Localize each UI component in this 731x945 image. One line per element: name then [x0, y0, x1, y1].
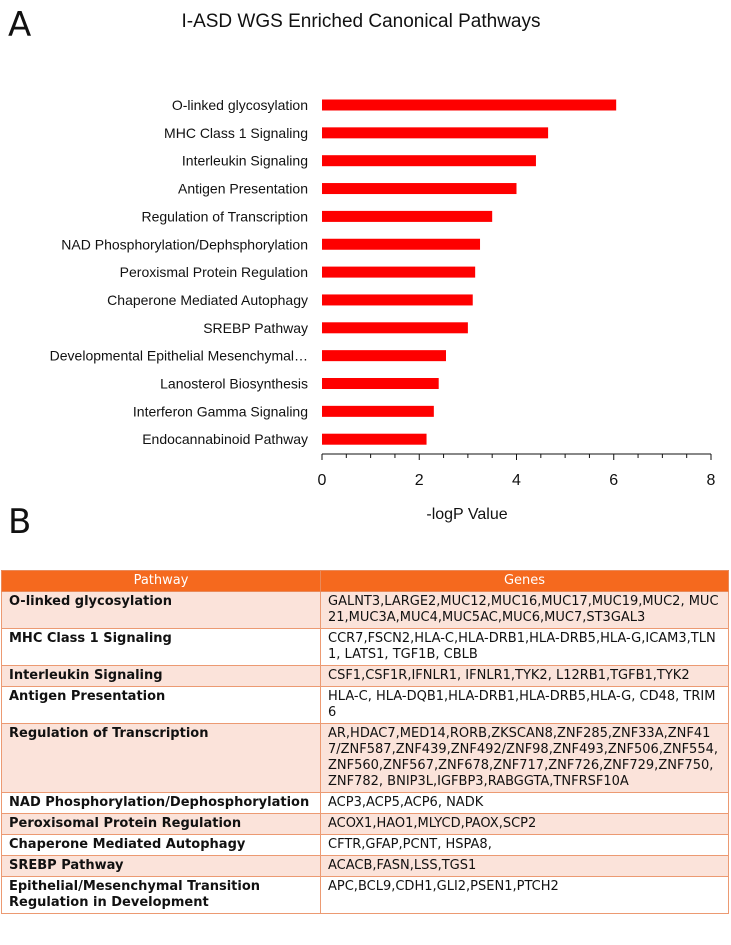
table-row: Interleukin Signaling CSF1,CSF1R,IFNLR1, … — [1, 665, 729, 687]
bar — [322, 238, 481, 250]
category-label: Regulation of Transcription — [141, 208, 308, 224]
header-pathway: Pathway — [1, 570, 321, 592]
genes-cell: AR,HDAC7,MED14,RORB,ZKSCAN8,ZNF285,ZNF33… — [320, 723, 729, 793]
genes-cell: ACACB,FASN,LSS,TGS1 — [320, 855, 729, 877]
bars — [322, 99, 617, 445]
category-label: Interleukin Signaling — [182, 153, 308, 169]
category-label: Interferon Gamma Signaling — [133, 403, 308, 419]
panel-label-b: B — [8, 502, 32, 542]
category-label: SREBP Pathway — [203, 320, 308, 336]
category-label: Lanosterol Biosynthesis — [160, 376, 308, 392]
genes-cell: CFTR,GFAP,PCNT, HSPA8, — [320, 834, 729, 856]
pathway-cell: Chaperone Mediated Autophagy — [1, 834, 321, 856]
pathway-cell: Regulation of Transcription — [1, 723, 321, 793]
genes-cell: ACOX1,HAO1,MLYCD,PAOX,SCP2 — [320, 813, 729, 835]
genes-cell: APC,BCL9,CDH1,GLI2,PSEN1,PTCH2 — [320, 876, 729, 914]
x-axis: 0 2 4 6 8 — [318, 453, 716, 489]
bar — [322, 322, 468, 334]
x-tick-label: 2 — [415, 472, 424, 489]
category-label: Chaperone Mediated Autophagy — [107, 292, 308, 308]
pathway-cell: Epithelial/Mesenchymal Transition Regula… — [1, 876, 321, 914]
category-label: O-linked glycosylation — [172, 97, 308, 113]
table-row: O-linked glycosylation GALNT3,LARGE2,MUC1… — [1, 591, 729, 629]
category-label: Antigen Presentation — [178, 181, 308, 197]
category-label: Developmental Epithelial Mesenchymal… — [50, 348, 308, 364]
table-row: NAD Phosphorylation/Dephosphorylation ACP… — [1, 792, 729, 814]
chart-title: I-ASD WGS Enriched Canonical Pathways — [181, 11, 540, 32]
pathway-genes-table: Pathway Genes O-linked glycosylation GALN… — [1, 570, 729, 914]
pathway-cell: NAD Phosphorylation/Dephosphorylation — [1, 792, 321, 814]
table-row: Epithelial/Mesenchymal Transition Regula… — [1, 876, 729, 914]
x-tick-label: 6 — [609, 472, 618, 489]
pathway-cell: MHC Class 1 Signaling — [1, 628, 321, 666]
genes-cell: GALNT3,LARGE2,MUC12,MUC16,MUC17,MUC19,MU… — [320, 591, 729, 629]
bar — [322, 210, 493, 222]
category-labels: O-linked glycosylation MHC Class 1 Signal… — [50, 97, 308, 447]
pathway-cell: SREBP Pathway — [1, 855, 321, 877]
category-label: Peroxismal Protein Regulation — [120, 264, 308, 280]
pathway-cell: Antigen Presentation — [1, 686, 321, 724]
genes-cell: HLA-C, HLA-DQB1,HLA-DRB1,HLA-DRB5,HLA-G,… — [320, 686, 729, 724]
bar — [322, 155, 536, 167]
x-tick-label: 4 — [512, 472, 521, 489]
table-row: MHC Class 1 Signaling CCR7,FSCN2,HLA-C,HL… — [1, 628, 729, 666]
genes-cell: CCR7,FSCN2,HLA-C,HLA-DRB1,HLA-DRB5,HLA-G… — [320, 628, 729, 666]
bar-chart: A I-ASD WGS Enriched Canonical Pathways … — [8, 5, 716, 523]
pathway-cell: Interleukin Signaling — [1, 665, 321, 687]
bar — [322, 405, 434, 417]
bar — [322, 127, 549, 139]
x-tick-label: 0 — [318, 472, 327, 489]
table-row: Regulation of Transcription AR,HDAC7,MED1… — [1, 723, 729, 793]
genes-cell: CSF1,CSF1R,IFNLR1, IFNLR1,TYK2, L12RB1,T… — [320, 665, 729, 687]
panel-label-a: A — [8, 5, 31, 45]
bar — [322, 266, 476, 278]
category-label: MHC Class 1 Signaling — [164, 125, 308, 141]
x-axis-label: -logP Value — [426, 506, 507, 523]
bar — [322, 378, 439, 389]
table-row: Peroxisomal Protein Regulation ACOX1,HAO1… — [1, 813, 729, 835]
genes-cell: ACP3,ACP5,ACP6, NADK — [320, 792, 729, 814]
bar — [322, 183, 517, 195]
category-label: NAD Phosphorylation/Dephsphorylation — [61, 236, 308, 252]
x-tick-label: 8 — [707, 472, 716, 489]
table-row: Antigen Presentation HLA-C, HLA-DQB1,HLA-… — [1, 686, 729, 724]
bar — [322, 99, 617, 111]
bar — [322, 294, 473, 306]
header-genes: Genes — [320, 570, 729, 592]
pathway-cell: Peroxisomal Protein Regulation — [1, 813, 321, 835]
table-row: Chaperone Mediated Autophagy CFTR,GFAP,PC… — [1, 834, 729, 856]
table-row: SREBP Pathway ACACB,FASN,LSS,TGS1 — [1, 855, 729, 877]
table-header-row: Pathway Genes — [1, 570, 729, 592]
bar — [322, 433, 427, 445]
bar — [322, 350, 446, 362]
pathway-cell: O-linked glycosylation — [1, 591, 321, 629]
category-label: Endocannabinoid Pathway — [142, 431, 308, 447]
